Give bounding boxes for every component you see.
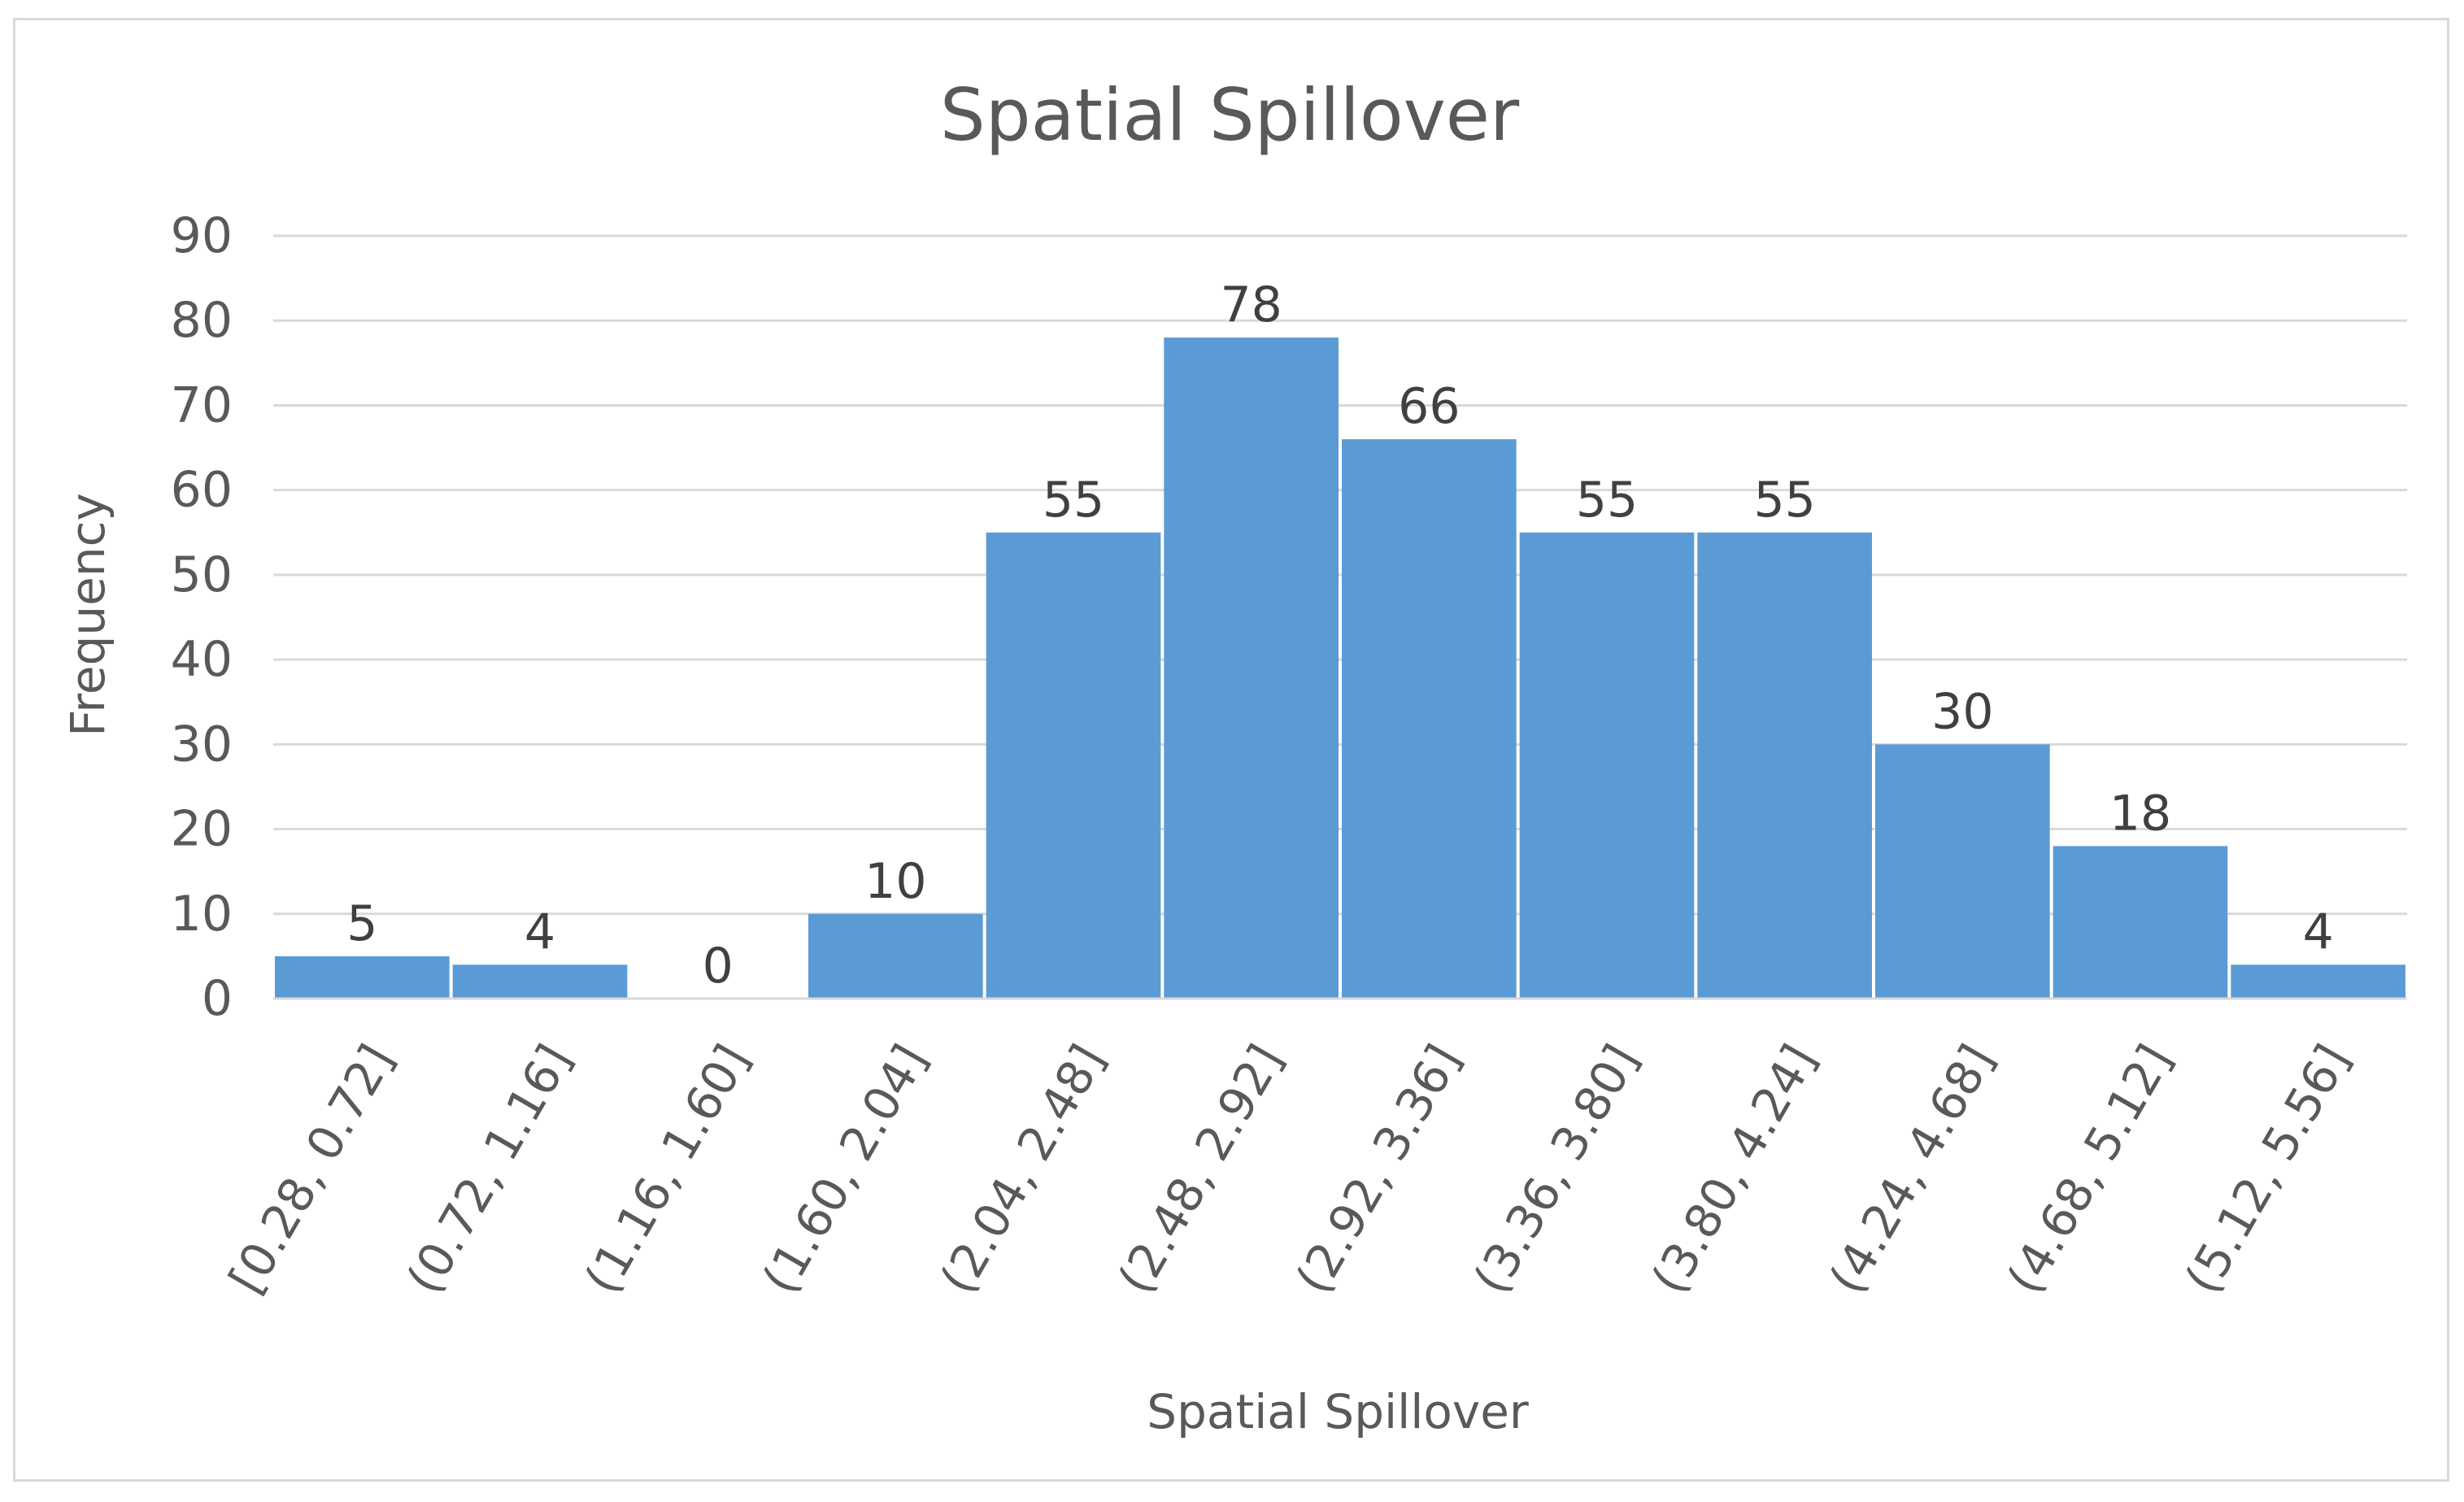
data-label: 66 (1398, 378, 1460, 435)
x-tick-label: [0.28, 0.72] (218, 1035, 404, 1303)
data-label: 4 (2303, 903, 2334, 960)
x-tick-label: (1.60, 2.04] (751, 1035, 938, 1303)
x-tick-label: (1.16, 1.60] (574, 1035, 760, 1303)
bar (1519, 532, 1695, 999)
x-tick-label: (2.48, 2.92] (1108, 1035, 1294, 1303)
bar (2231, 964, 2405, 999)
bar (1164, 337, 1339, 999)
x-tick-label: (3.36, 3.80] (1463, 1035, 1649, 1303)
bar (1342, 439, 1517, 999)
y-tick-label: 10 (171, 886, 233, 943)
data-label: 55 (1043, 472, 1104, 529)
bar (2053, 846, 2228, 999)
x-axis-title: Spatial Spillover (1147, 1384, 1529, 1439)
y-tick-label: 40 (171, 631, 233, 688)
data-label: 18 (2109, 785, 2171, 842)
x-tick-label: (5.12, 5.56] (2175, 1035, 2361, 1303)
data-label: 30 (1931, 683, 1993, 740)
y-axis-ticks: 0 10 20 30 40 50 60 70 80 90 (171, 207, 233, 1027)
bar (986, 532, 1161, 999)
data-label: 78 (1220, 276, 1282, 333)
y-tick-label: 0 (202, 970, 233, 1027)
data-labels: 5 4 0 10 55 78 66 55 55 30 18 4 (346, 276, 2334, 995)
data-label: 4 (525, 903, 555, 960)
y-tick-label: 90 (171, 207, 233, 264)
data-label: 55 (1576, 472, 1638, 529)
y-tick-label: 60 (171, 462, 233, 519)
bar (808, 913, 983, 999)
y-tick-label: 30 (171, 716, 233, 773)
x-tick-label: (4.68, 5.12] (1996, 1035, 2183, 1303)
bars (275, 337, 2405, 999)
bar (275, 956, 450, 999)
x-axis-categories: [0.28, 0.72](0.72, 1.16](1.16, 1.60](1.6… (218, 1035, 2360, 1303)
bar (1697, 532, 1872, 999)
data-label: 5 (346, 895, 377, 952)
x-tick-label: (4.24, 4.68] (1818, 1035, 2005, 1303)
x-tick-label: (0.72, 1.16] (396, 1035, 582, 1303)
x-tick-label: (2.04, 2.48] (929, 1035, 1116, 1303)
x-tick-label: (2.92, 3.36] (1285, 1035, 1471, 1303)
data-label: 0 (703, 938, 734, 995)
gridlines (273, 234, 2407, 916)
y-tick-label: 50 (171, 546, 233, 603)
data-label: 10 (864, 853, 926, 910)
y-axis-title: Frequency (60, 493, 115, 737)
y-tick-label: 80 (171, 292, 233, 349)
y-tick-label: 70 (171, 377, 233, 433)
chart-title: Spatial Spillover (940, 73, 1520, 157)
bar (452, 964, 628, 999)
bar (1875, 744, 2050, 999)
y-tick-label: 20 (171, 801, 233, 858)
data-label: 55 (1753, 472, 1815, 529)
x-tick-label: (3.80, 4.24] (1641, 1035, 1827, 1303)
